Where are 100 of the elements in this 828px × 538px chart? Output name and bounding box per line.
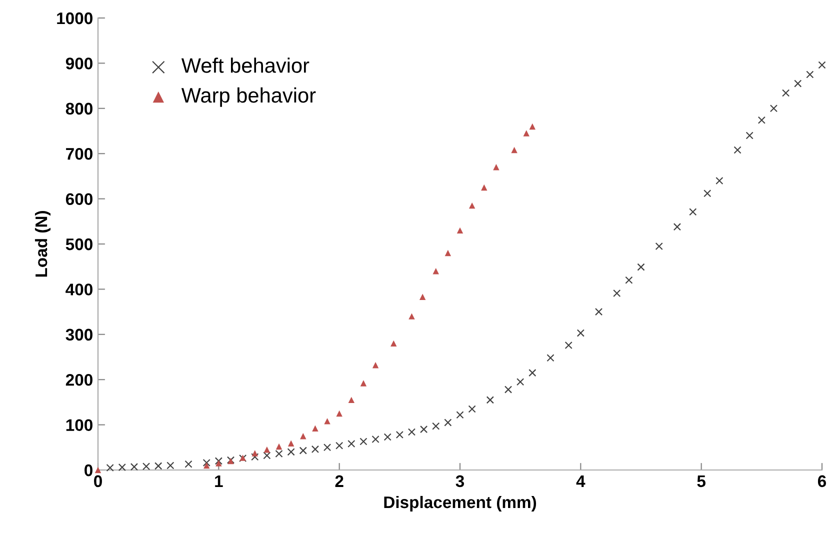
y-tick-label: 100 xyxy=(66,419,92,432)
point xyxy=(360,438,368,446)
point xyxy=(299,446,307,454)
y-tick-label: 400 xyxy=(66,284,92,296)
point xyxy=(336,410,342,417)
x-axis-title: Displacement (mm) xyxy=(384,496,536,512)
point xyxy=(408,428,416,436)
point xyxy=(704,190,712,198)
point xyxy=(613,289,621,298)
point xyxy=(504,386,512,394)
point xyxy=(311,445,320,454)
y-tick-label: 500 xyxy=(66,238,92,250)
point xyxy=(263,452,271,460)
point xyxy=(746,132,754,140)
point xyxy=(493,164,500,170)
point xyxy=(546,354,554,362)
point xyxy=(336,442,344,450)
point xyxy=(576,329,584,337)
point xyxy=(323,444,332,452)
x-tick-label: 2 xyxy=(335,475,344,487)
point xyxy=(432,268,439,274)
point xyxy=(468,405,476,413)
point xyxy=(770,104,778,112)
point xyxy=(419,294,426,300)
point xyxy=(252,450,258,456)
point xyxy=(384,433,392,441)
point xyxy=(716,176,724,185)
point xyxy=(214,457,222,465)
y-tick-label: 1000 xyxy=(57,12,92,24)
y-axis-title: Load (N) xyxy=(34,211,51,277)
point xyxy=(758,116,766,124)
point xyxy=(486,396,494,404)
point xyxy=(287,448,295,456)
point xyxy=(432,422,440,430)
point xyxy=(251,453,259,461)
point xyxy=(594,308,603,316)
y-tick-label: 700 xyxy=(66,148,92,160)
point xyxy=(456,411,464,419)
point xyxy=(390,340,397,347)
point xyxy=(481,184,488,191)
x-tick-label: 6 xyxy=(818,475,826,488)
point xyxy=(673,223,682,231)
point xyxy=(529,123,536,130)
point xyxy=(348,440,356,448)
point xyxy=(564,341,572,350)
point xyxy=(300,432,306,440)
point xyxy=(625,276,633,284)
y-tick-label: 200 xyxy=(66,374,92,386)
point xyxy=(94,466,102,474)
x-tick-label: 4 xyxy=(576,475,586,487)
point xyxy=(523,130,530,136)
point xyxy=(444,250,452,256)
x-tick-label: 0 xyxy=(94,475,102,488)
point xyxy=(312,425,318,432)
point xyxy=(818,61,826,69)
point xyxy=(184,460,192,468)
y-tick-label: 900 xyxy=(66,58,92,70)
point xyxy=(288,440,294,446)
point xyxy=(468,202,476,209)
point xyxy=(396,430,404,439)
point xyxy=(689,208,697,216)
point xyxy=(408,313,415,320)
point xyxy=(142,462,150,470)
point xyxy=(806,70,814,78)
point xyxy=(154,462,162,470)
point xyxy=(794,80,802,88)
point xyxy=(275,450,283,458)
point xyxy=(130,463,138,471)
point xyxy=(106,464,114,472)
y-tick-label: 800 xyxy=(66,102,92,115)
point xyxy=(456,227,464,234)
y-tick-label: 600 xyxy=(66,193,92,206)
x-tick-label: 1 xyxy=(215,475,223,487)
point xyxy=(324,418,330,424)
point xyxy=(203,462,210,469)
point xyxy=(528,369,536,377)
point xyxy=(444,418,452,426)
x-tick-label: 3 xyxy=(456,475,464,488)
point xyxy=(202,458,210,467)
point xyxy=(372,435,380,444)
point xyxy=(734,146,742,154)
point xyxy=(264,446,270,453)
point xyxy=(276,443,282,450)
legend-label: Warp behavior xyxy=(181,87,316,107)
point xyxy=(511,146,518,154)
point xyxy=(655,242,663,250)
y-tick-label: 300 xyxy=(66,328,92,341)
point xyxy=(372,362,379,368)
point xyxy=(216,460,222,466)
point xyxy=(118,463,126,472)
point xyxy=(166,462,174,470)
point xyxy=(516,378,524,386)
x-tick-label: 5 xyxy=(697,475,706,488)
point xyxy=(360,380,367,386)
legend-label: Weft behavior xyxy=(181,58,310,73)
point xyxy=(348,396,355,404)
point xyxy=(420,426,428,434)
point xyxy=(637,263,645,271)
y-tick-label: 0 xyxy=(84,464,92,476)
point xyxy=(782,89,790,97)
